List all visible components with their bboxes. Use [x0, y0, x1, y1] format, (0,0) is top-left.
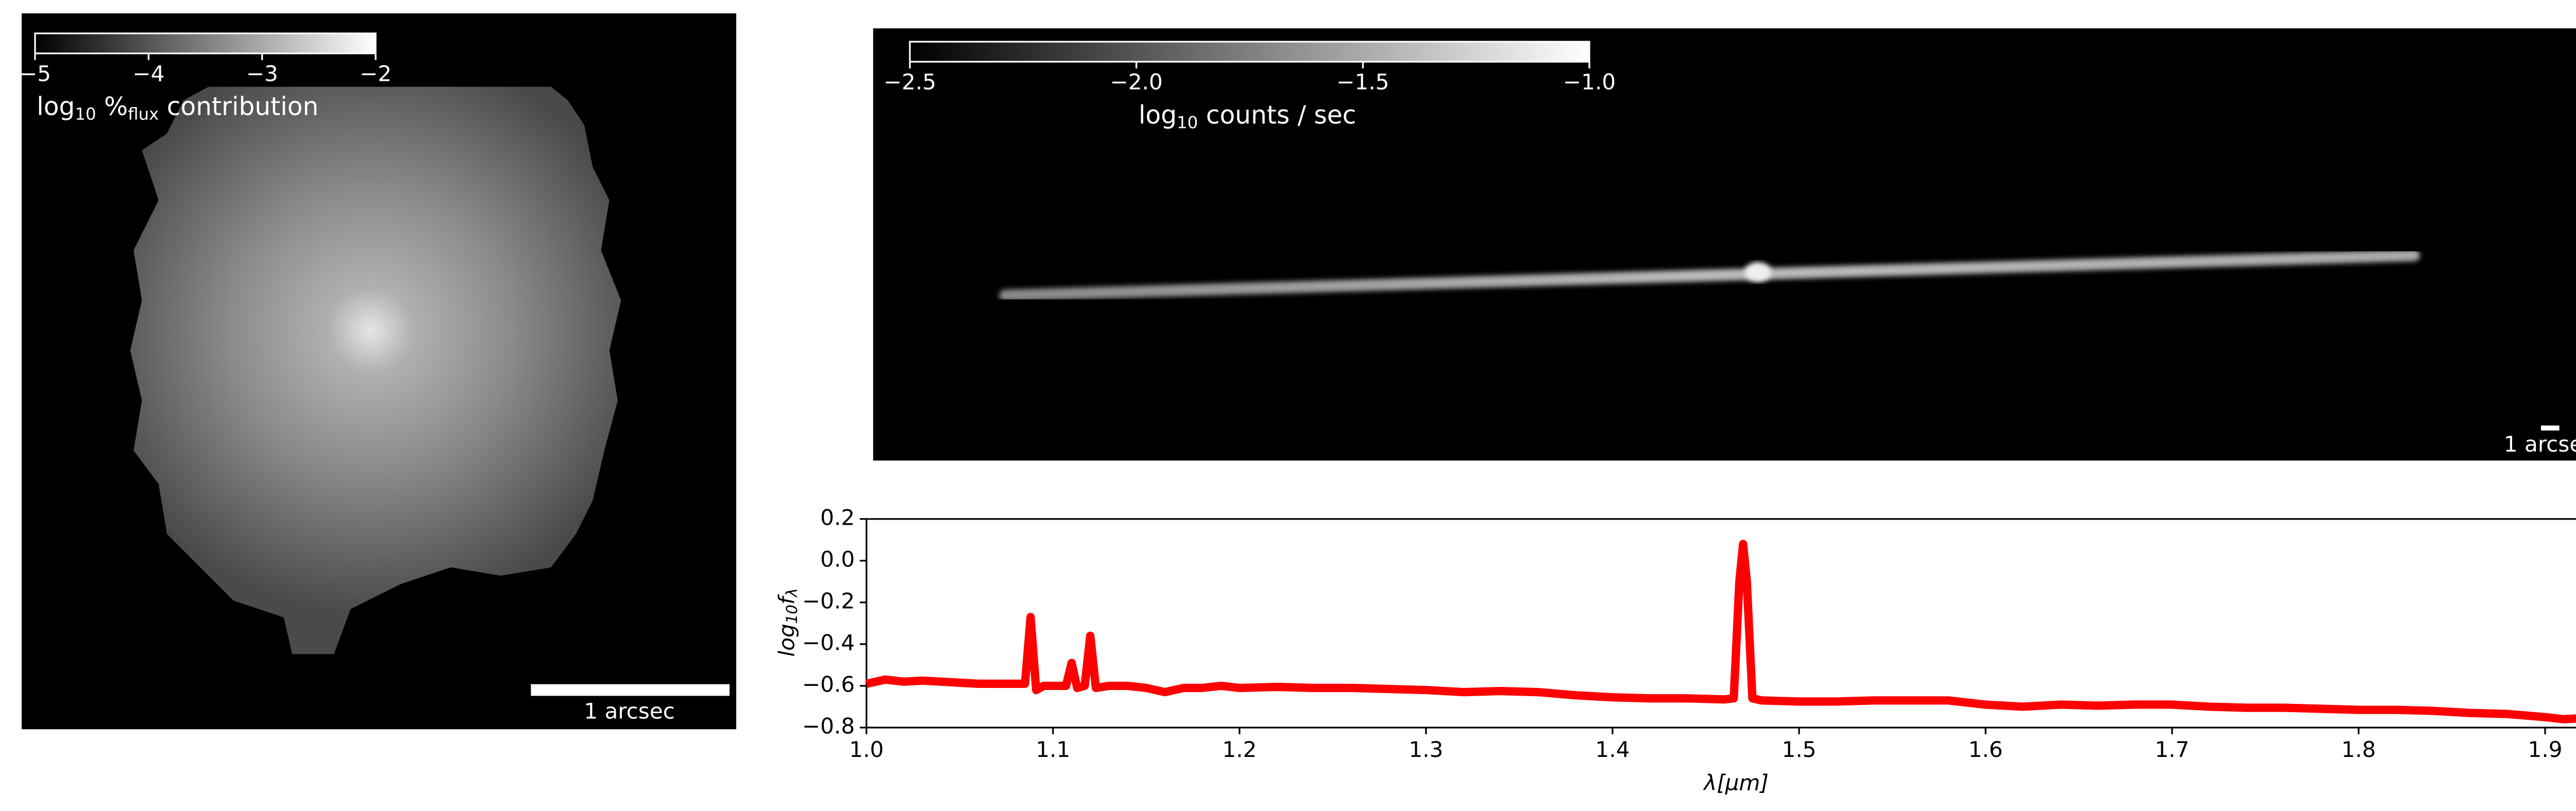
colorbar-label-part: flux [128, 105, 159, 124]
y-label-part: log [774, 624, 799, 657]
x-tick-label: 1.5 [1782, 737, 1816, 762]
y-tick-label: −0.6 [802, 671, 855, 697]
colorbar-label-part: % [96, 93, 128, 122]
x-tick-label: 1.0 [849, 737, 884, 762]
y-tick-label: −0.2 [802, 588, 855, 613]
x-tick-label: 1.8 [2342, 737, 2376, 762]
spectrum-line [866, 540, 2576, 723]
y-label-part: λ [783, 588, 801, 598]
x-tick-label: 1.3 [1409, 737, 1443, 762]
scale-bar-label: 1 arcsec [2504, 432, 2576, 457]
x-tick-label: 1.9 [2528, 737, 2563, 762]
colorbar-label-part: counts / sec [1198, 101, 1356, 130]
y-tick-label: 0.2 [820, 505, 855, 530]
colorbar-label: log10 %flux contribution [37, 93, 318, 124]
colorbar-label-part: 10 [75, 105, 96, 124]
scale-bar-label: 1 arcsec [584, 698, 675, 723]
y-axis-label: log10fλ [774, 588, 801, 657]
x-tick-label: 1.2 [1222, 737, 1257, 762]
colorbar-label-part: contribution [159, 93, 318, 122]
scale-bar [2540, 425, 2560, 431]
y-label-part: f [774, 594, 799, 605]
colorbar-tick-label: −1.5 [1336, 70, 1389, 95]
colorbar-label-part: log [37, 93, 75, 122]
x-axis-label: λ[μm] [1703, 770, 1769, 796]
colorbar-tick-label: −1.0 [1563, 70, 1616, 95]
plot-frame [866, 518, 2576, 729]
x-tick-label: 1.4 [1595, 737, 1630, 762]
x-tick-label: 1.6 [1968, 737, 2003, 762]
colorbar-label-part: log [1139, 101, 1177, 130]
spectral-trace [999, 249, 2420, 301]
spectrum-2d-panel [873, 28, 2576, 461]
x-tick-label: 1.7 [2155, 737, 2190, 762]
colorbar-tick-label: −2.0 [1110, 70, 1163, 95]
colorbar-label-part: 10 [1177, 113, 1198, 132]
galaxy-image [130, 87, 621, 654]
y-tick-label: −0.4 [802, 630, 855, 655]
colorbar-tick-label: −3 [246, 61, 278, 86]
colorbar-tick-label: −2 [360, 61, 392, 86]
y-label-part: 10 [783, 605, 801, 624]
colorbar [34, 32, 377, 55]
colorbar-tick-label: −5 [19, 61, 51, 86]
colorbar [909, 41, 1590, 63]
y-tick-label: 0.0 [820, 546, 855, 572]
colorbar-tick-label: −4 [132, 61, 164, 86]
colorbar-label: log10 counts / sec [1139, 101, 1356, 132]
y-tick-label: −0.8 [802, 713, 855, 738]
x-tick-label: 1.1 [1036, 737, 1070, 762]
emission-spot [1744, 262, 1772, 282]
scale-bar [531, 684, 730, 696]
colorbar-tick-label: −2.5 [884, 70, 936, 95]
